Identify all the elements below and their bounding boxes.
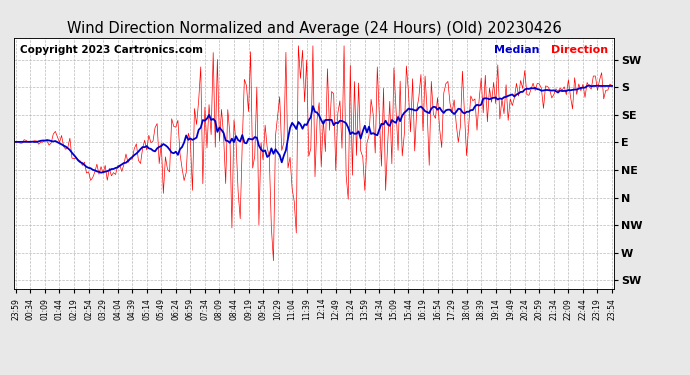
Text: Copyright 2023 Cartronics.com: Copyright 2023 Cartronics.com bbox=[20, 45, 203, 55]
Title: Wind Direction Normalized and Average (24 Hours) (Old) 20230426: Wind Direction Normalized and Average (2… bbox=[66, 21, 562, 36]
Text: Median: Median bbox=[493, 45, 539, 55]
Text: Direction: Direction bbox=[551, 45, 608, 55]
